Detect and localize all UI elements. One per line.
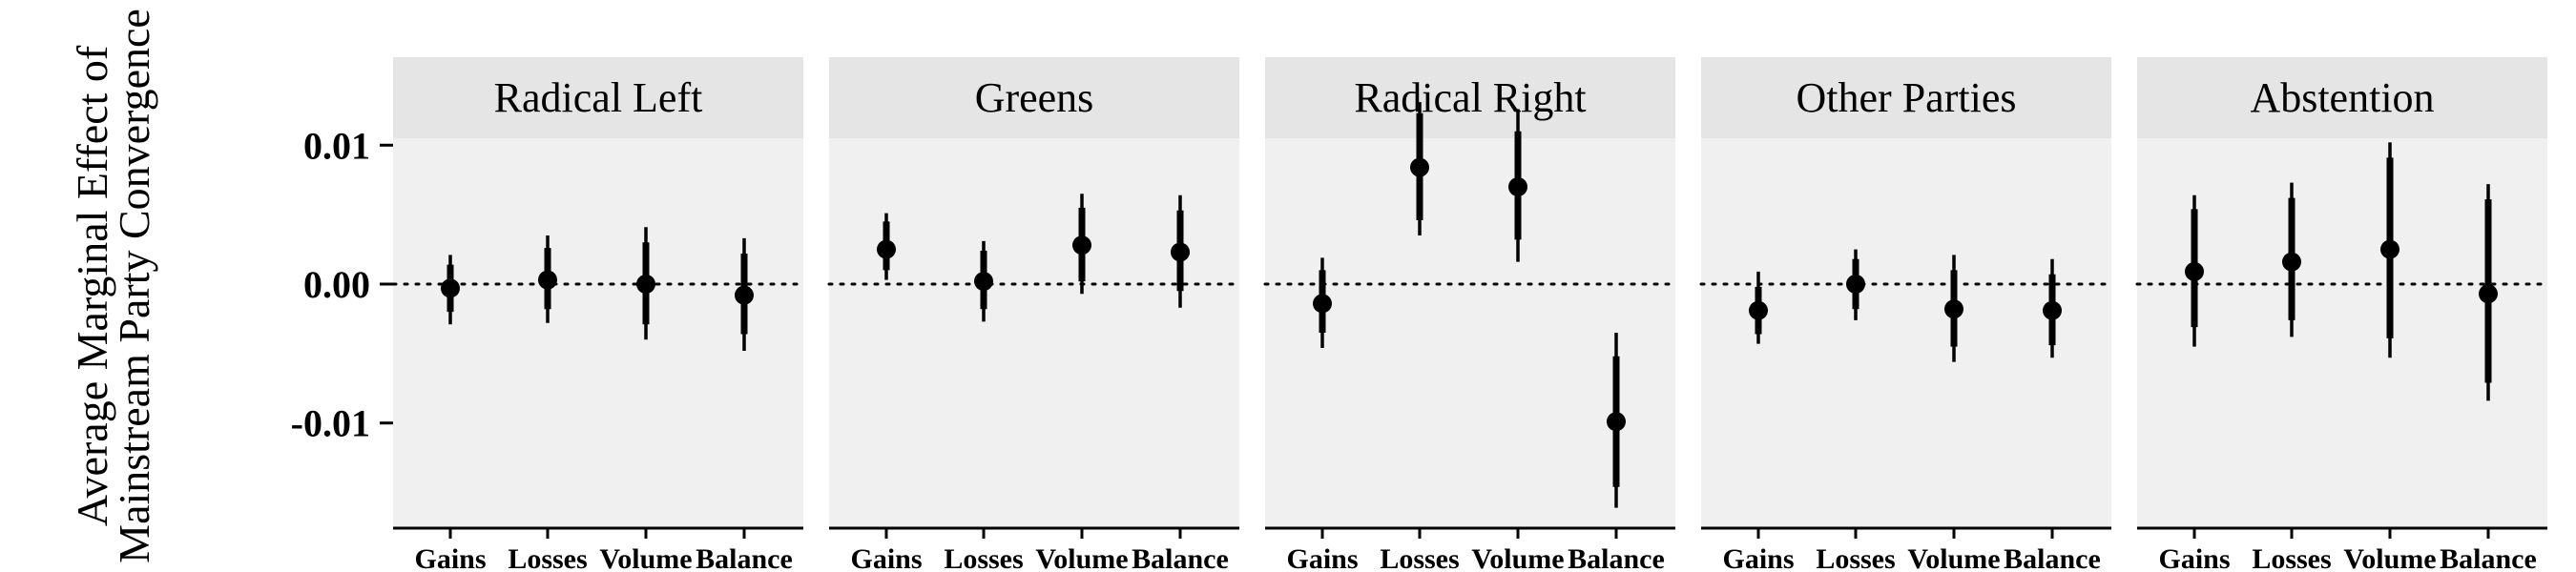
- y-axis-title: Average Marginal Effect ofMainstream Par…: [68, 9, 158, 563]
- point-estimate: [538, 270, 557, 290]
- facet-strip: [1701, 57, 2111, 138]
- point-estimate: [1171, 242, 1190, 262]
- facet-strip: [393, 57, 803, 138]
- x-tick-label: Balance: [2004, 543, 2101, 572]
- point-estimate: [1944, 299, 1963, 319]
- y-axis-ticks: 0.01 0.00 -0.01: [291, 124, 393, 445]
- panel-background: [1701, 138, 2111, 527]
- panel-background: [393, 138, 803, 527]
- x-tick-label: Volume: [1471, 543, 1564, 572]
- point-estimate: [1410, 157, 1429, 177]
- point-estimate: [2380, 239, 2399, 259]
- point-estimate: [877, 239, 896, 259]
- x-tick-label: Losses: [1380, 543, 1459, 572]
- point-estimate: [1508, 177, 1527, 196]
- panel-background: [829, 138, 1239, 527]
- x-tick-label: Losses: [1816, 543, 1895, 572]
- point-estimate: [735, 285, 754, 305]
- x-tick-label: Volume: [2343, 543, 2436, 572]
- facet-strip: [1265, 57, 1675, 138]
- facet-strip: [829, 57, 1239, 138]
- y-tick-label: 0.00: [303, 263, 370, 306]
- panel-background: [1265, 138, 1675, 527]
- point-estimate: [1846, 275, 1865, 294]
- x-tick-label: Balance: [1568, 543, 1665, 572]
- facet-panel: Other Parties Gains Losses Volume Balance: [1699, 57, 2113, 572]
- x-tick-label: Balance: [696, 543, 793, 572]
- facet-title: Other Parties: [1797, 74, 2017, 121]
- point-estimate: [636, 275, 655, 294]
- point-estimate: [1607, 412, 1626, 432]
- x-tick-label: Volume: [1907, 543, 2000, 572]
- facet-title: Greens: [975, 74, 1094, 121]
- facet-panel: Radical Left Gains Losses Volume Balance: [391, 57, 805, 572]
- y-axis-title-line: Average Marginal Effect of: [68, 45, 116, 526]
- point-estimate: [2185, 261, 2204, 281]
- x-tick-label: Volume: [599, 543, 692, 572]
- y-axis-title-line: Mainstream Party Convergence: [110, 9, 158, 563]
- x-tick-label: Balance: [2440, 543, 2537, 572]
- facet-title: Radical Right: [1354, 74, 1586, 121]
- panel-background: [2137, 138, 2547, 527]
- point-estimate: [2043, 300, 2062, 320]
- facet-panel: Greens Gains Losses Volume Balance: [827, 57, 1241, 572]
- point-estimate: [1749, 300, 1768, 320]
- x-tick-label: Gains: [2158, 543, 2230, 572]
- point-estimate: [2479, 284, 2498, 304]
- x-tick-label: Losses: [508, 543, 587, 572]
- point-estimate: [1072, 235, 1091, 255]
- point-estimate: [2282, 252, 2301, 272]
- y-axis-label: Average Marginal Effect ofMainstream Par…: [68, 9, 158, 563]
- facet-panel: Abstention Gains Losses Volume Balance: [2135, 57, 2549, 572]
- x-tick-label: Losses: [2252, 543, 2331, 572]
- facet-title: Abstention: [2250, 74, 2434, 121]
- x-tick-label: Gains: [414, 543, 486, 572]
- point-estimate: [974, 272, 993, 292]
- point-estimate: [441, 278, 460, 298]
- x-tick-label: Balance: [1132, 543, 1229, 572]
- point-estimate: [1313, 294, 1332, 314]
- x-tick-label: Losses: [944, 543, 1023, 572]
- y-tick-label: -0.01: [291, 402, 370, 445]
- facet-title: Radical Left: [494, 74, 703, 121]
- x-tick-label: Volume: [1035, 543, 1128, 572]
- x-tick-label: Gains: [1722, 543, 1794, 572]
- x-tick-label: Gains: [850, 543, 922, 572]
- facet-strip: [2137, 57, 2547, 138]
- y-tick-label: 0.01: [303, 124, 370, 167]
- facet-panel: Radical Right Gains Losses Volume Balance: [1263, 57, 1677, 572]
- x-tick-label: Gains: [1286, 543, 1358, 572]
